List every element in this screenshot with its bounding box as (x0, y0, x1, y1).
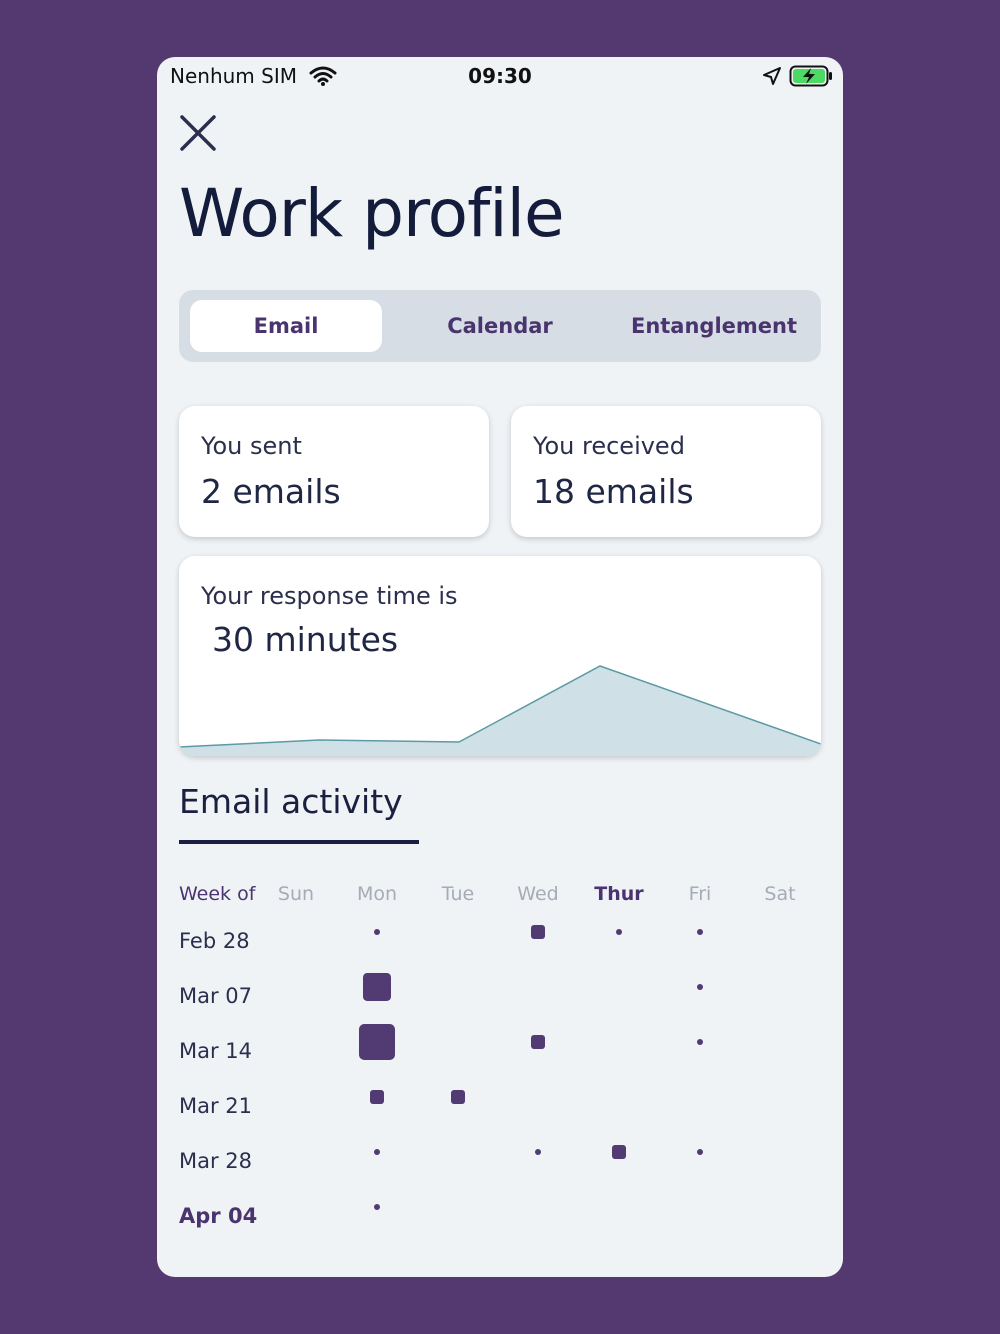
tab-calendar[interactable]: Calendar (447, 314, 553, 338)
activity-dot (612, 1145, 626, 1159)
activity-dot (374, 1149, 380, 1155)
email-activity-title: Email activity (179, 782, 403, 821)
activity-dot (451, 1090, 465, 1104)
day-header-sun: Sun (277, 883, 315, 905)
activity-dot (697, 1039, 703, 1045)
status-bar: Nenhum SIM 09:30 (157, 57, 843, 97)
clock: 09:30 (468, 64, 532, 88)
received-value: 18 emails (533, 472, 694, 511)
close-icon[interactable] (177, 112, 219, 154)
response-time-card: Your response time is 30 minutes (179, 556, 821, 756)
day-header-fri: Fri (688, 883, 712, 905)
week-label: Apr 04 (179, 1204, 258, 1228)
page-title: Work profile (179, 175, 565, 252)
battery-charging-icon (789, 64, 833, 93)
week-label: Feb 28 (179, 929, 250, 953)
response-time-label: Your response time is (201, 582, 458, 610)
response-time-sparkline (179, 665, 821, 756)
received-card: You received 18 emails (511, 406, 821, 537)
day-header-sat: Sat (764, 883, 796, 905)
activity-dot (374, 1204, 380, 1210)
sent-value: 2 emails (201, 472, 341, 511)
day-header-thur: Thur (594, 883, 644, 905)
activity-dot (374, 929, 380, 935)
week-label: Mar 14 (179, 1039, 253, 1063)
location-arrow-icon (762, 66, 782, 91)
sent-card: You sent 2 emails (179, 406, 489, 537)
tab-entanglement[interactable]: Entanglement (630, 314, 798, 338)
response-time-value: 30 minutes (212, 620, 399, 659)
day-header-wed: Wed (517, 883, 559, 905)
week-label: Mar 07 (179, 984, 253, 1008)
activity-dot (697, 984, 703, 990)
sent-label: You sent (201, 432, 302, 460)
activity-dot (370, 1090, 384, 1104)
phone-screen: Nenhum SIM 09:30 (157, 57, 843, 1277)
activity-dot (535, 1149, 541, 1155)
week-label: Mar 21 (179, 1094, 253, 1118)
week-of-header: Week of (179, 883, 256, 905)
day-header-tue: Tue (441, 883, 475, 905)
activity-dot (697, 929, 703, 935)
activity-dot (616, 929, 622, 935)
tab-bar: Email Calendar Entanglement (179, 290, 821, 362)
activity-dot (363, 973, 391, 1001)
week-label: Mar 28 (179, 1149, 253, 1173)
wifi-icon (309, 65, 337, 92)
tab-email[interactable]: Email (190, 300, 382, 352)
activity-dot (697, 1149, 703, 1155)
carrier-label: Nenhum SIM (170, 64, 297, 88)
activity-dot (531, 925, 545, 939)
day-header-mon: Mon (356, 883, 398, 905)
email-activity-underline (179, 840, 419, 844)
activity-dot (359, 1024, 395, 1060)
received-label: You received (533, 432, 685, 460)
activity-dot (531, 1035, 545, 1049)
